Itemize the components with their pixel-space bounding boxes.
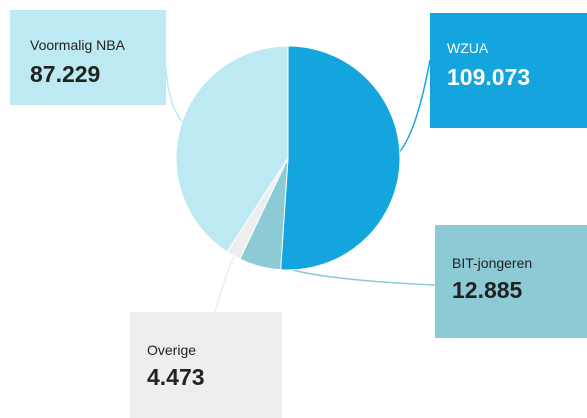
callout-box [130, 312, 282, 418]
value-label: 12.885 [452, 277, 523, 303]
pie-slice [280, 45, 401, 271]
callout-box [10, 10, 166, 105]
callout-box [435, 225, 587, 338]
category-label: WZUA [447, 40, 489, 56]
value-label: 109.073 [447, 64, 530, 90]
category-label: BIT-jongeren [452, 255, 532, 271]
category-label: Overige [147, 342, 196, 358]
category-label: Voormalig NBA [30, 37, 126, 53]
value-label: 87.229 [30, 61, 100, 87]
callout-box [430, 13, 587, 128]
value-label: 4.473 [147, 364, 205, 390]
pie-slice [175, 45, 289, 253]
pie [175, 45, 401, 271]
